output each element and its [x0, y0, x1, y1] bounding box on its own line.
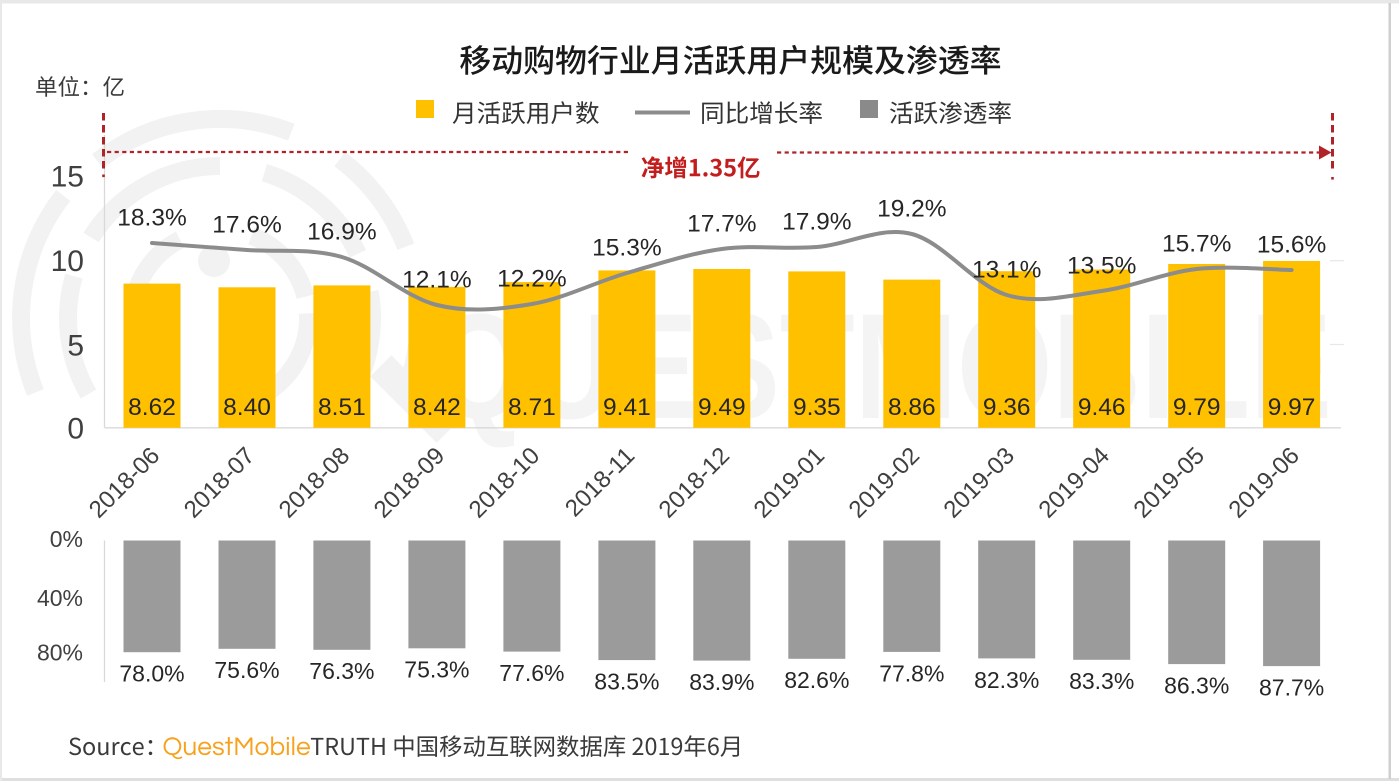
- svg-text:8.40: 8.40: [223, 394, 271, 421]
- svg-text:13.1%: 13.1%: [972, 256, 1041, 283]
- svg-text:15.6%: 15.6%: [1257, 231, 1326, 258]
- svg-text:8.62: 8.62: [128, 394, 176, 421]
- svg-text:13.5%: 13.5%: [1067, 252, 1136, 279]
- svg-text:17.6%: 17.6%: [212, 211, 281, 238]
- svg-text:18.3%: 18.3%: [117, 204, 186, 231]
- svg-text:5: 5: [67, 330, 84, 363]
- svg-text:12.2%: 12.2%: [497, 265, 566, 292]
- svg-text:75.3%: 75.3%: [404, 657, 469, 683]
- svg-text:87.7%: 87.7%: [1259, 675, 1324, 701]
- svg-text:82.3%: 82.3%: [974, 667, 1039, 693]
- svg-text:10: 10: [51, 245, 84, 278]
- svg-text:9.49: 9.49: [698, 394, 746, 421]
- svg-text:17.7%: 17.7%: [687, 210, 756, 237]
- svg-text:83.5%: 83.5%: [594, 669, 659, 695]
- svg-text:77.8%: 77.8%: [879, 660, 944, 686]
- svg-text:86.3%: 86.3%: [1164, 673, 1229, 699]
- svg-text:8.86: 8.86: [888, 394, 936, 421]
- svg-text:0%: 0%: [50, 526, 83, 552]
- svg-text:78.0%: 78.0%: [119, 661, 184, 687]
- svg-text:40%: 40%: [37, 585, 83, 611]
- svg-text:9.79: 9.79: [1173, 394, 1221, 421]
- svg-text:8.71: 8.71: [508, 394, 556, 421]
- svg-text:75.6%: 75.6%: [214, 657, 279, 683]
- svg-text:77.6%: 77.6%: [499, 660, 564, 686]
- svg-text:12.1%: 12.1%: [402, 266, 471, 293]
- svg-text:17.9%: 17.9%: [782, 208, 851, 235]
- svg-text:9.35: 9.35: [793, 394, 841, 421]
- svg-text:9.41: 9.41: [603, 394, 651, 421]
- svg-text:16.9%: 16.9%: [307, 218, 376, 245]
- svg-text:15: 15: [51, 161, 84, 194]
- svg-text:76.3%: 76.3%: [309, 658, 374, 684]
- svg-text:15.3%: 15.3%: [592, 234, 661, 261]
- svg-text:82.6%: 82.6%: [784, 667, 849, 693]
- svg-text:9.36: 9.36: [983, 394, 1031, 421]
- svg-text:9.97: 9.97: [1268, 394, 1316, 421]
- svg-text:15.7%: 15.7%: [1162, 230, 1231, 257]
- svg-text:0: 0: [67, 413, 84, 446]
- svg-text:8.42: 8.42: [413, 394, 461, 421]
- svg-text:80%: 80%: [37, 639, 83, 665]
- svg-text:8.51: 8.51: [318, 394, 366, 421]
- svg-text:19.2%: 19.2%: [877, 195, 946, 222]
- svg-text:83.9%: 83.9%: [689, 669, 754, 695]
- svg-text:9.46: 9.46: [1078, 394, 1126, 421]
- svg-text:83.3%: 83.3%: [1069, 668, 1134, 694]
